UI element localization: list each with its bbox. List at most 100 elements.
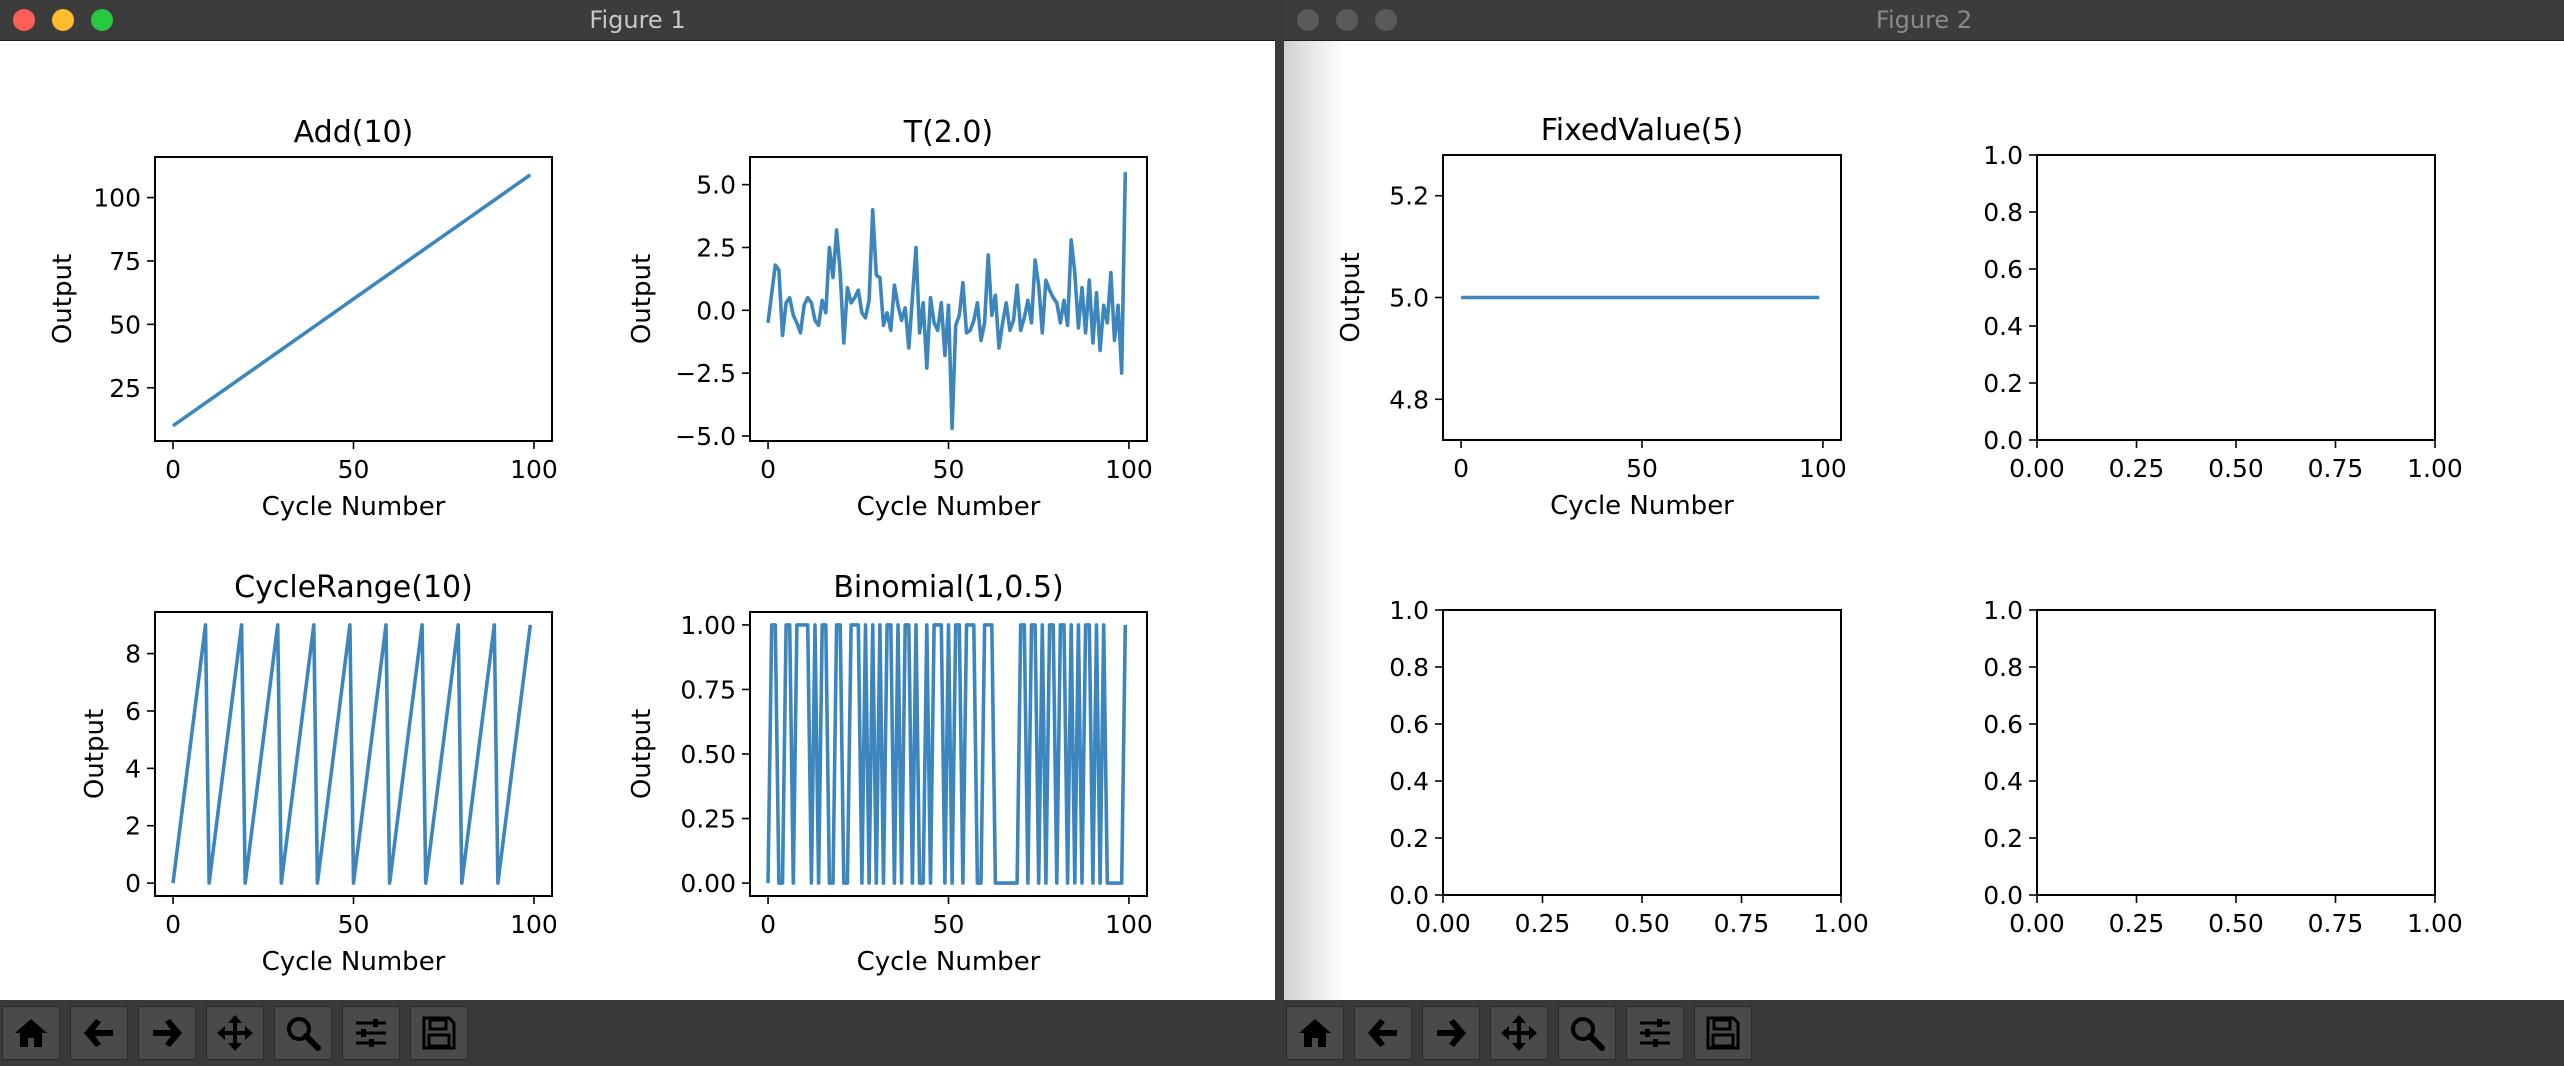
y-tick-label: 0.0 bbox=[696, 296, 736, 325]
x-tick-label: 50 bbox=[933, 455, 965, 484]
minimize-window-button[interactable] bbox=[1336, 9, 1358, 31]
save-icon bbox=[422, 1016, 456, 1050]
x-tick-label: 50 bbox=[1626, 454, 1658, 483]
y-axis-label: Output bbox=[80, 709, 110, 799]
y-tick-label: 50 bbox=[109, 310, 141, 339]
y-tick-label: 0.6 bbox=[1983, 255, 2023, 284]
y-axis-label: Output bbox=[48, 254, 78, 344]
x-tick-label: 0.00 bbox=[1415, 909, 1471, 938]
titlebar[interactable]: Figure 1 bbox=[0, 0, 1275, 41]
figure-2-window: Figure 2 0 50 100 4.8 5.0 5.2 FixedValue(5) Cyc… bbox=[1284, 0, 2564, 1066]
x-tick-label: 0.00 bbox=[2009, 909, 2065, 938]
forward-button[interactable] bbox=[1422, 1006, 1480, 1060]
y-tick-label: 5.2 bbox=[1389, 182, 1429, 211]
y-tick-label: 0 bbox=[125, 869, 141, 898]
y-tick-label: 1.0 bbox=[1389, 596, 1429, 625]
x-axis-label: Cycle Number bbox=[262, 492, 446, 522]
subplot-title: T(2.0) bbox=[903, 115, 993, 150]
y-tick-label: 0.2 bbox=[1389, 824, 1429, 853]
back-button[interactable] bbox=[70, 1006, 128, 1060]
y-tick-label: 0.50 bbox=[680, 740, 736, 769]
y-tick-label: 4 bbox=[125, 754, 141, 783]
y-tick-label: 0.8 bbox=[1983, 653, 2023, 682]
y-tick-label: 75 bbox=[109, 247, 141, 276]
subplot-2: 0 50 100 −5.0 −2.5 0.0 2.5 5.0 T(2.0) Cycle Numbe… bbox=[627, 115, 1153, 522]
y-tick-label: 0.25 bbox=[680, 805, 736, 834]
x-tick-label: 0.75 bbox=[2308, 909, 2364, 938]
x-tick-label: 0 bbox=[165, 910, 181, 939]
configure-subplots-button[interactable] bbox=[342, 1006, 400, 1060]
y-tick-label: 0.75 bbox=[680, 675, 736, 704]
y-tick-label: 0.2 bbox=[1983, 369, 2023, 398]
x-tick-label: 100 bbox=[510, 910, 558, 939]
figure-canvas[interactable]: 0 50 100 4.8 5.0 5.2 FixedValue(5) Cycle Number… bbox=[1284, 41, 2564, 1000]
pan-icon bbox=[217, 1015, 253, 1051]
save-icon bbox=[1706, 1016, 1740, 1050]
forward-arrow-icon bbox=[153, 1019, 182, 1047]
x-tick-label: 0 bbox=[165, 455, 181, 484]
y-axis-label: Output bbox=[627, 254, 657, 344]
zoom-button[interactable] bbox=[274, 1006, 332, 1060]
close-window-button[interactable] bbox=[1297, 9, 1319, 31]
series-line bbox=[766, 172, 1128, 431]
home-button[interactable] bbox=[1286, 1006, 1344, 1060]
y-axis-label: Output bbox=[627, 709, 657, 799]
window-title: Figure 2 bbox=[1875, 6, 1973, 34]
minimize-window-button[interactable] bbox=[52, 9, 74, 31]
figure-canvas[interactable]: 0 50 100 25 50 75 100 Add(10) Cycle Number Output… bbox=[0, 41, 1275, 1000]
configure-subplots-icon bbox=[356, 1019, 386, 1047]
subplot-6: 0.00 0.25 0.50 0.75 1.00 0.0 0.2 0.4 0.6 0.8 1.0 bbox=[1983, 141, 2463, 483]
y-tick-label: 0.8 bbox=[1983, 198, 2023, 227]
axes-frame bbox=[2036, 609, 2436, 896]
pan-button[interactable] bbox=[206, 1006, 264, 1060]
x-tick-label: 0.00 bbox=[2009, 454, 2065, 483]
series-line bbox=[171, 623, 533, 885]
y-tick-label: 25 bbox=[109, 374, 141, 403]
x-axis-label: Cycle Number bbox=[857, 492, 1041, 522]
home-icon bbox=[15, 1019, 47, 1047]
save-button[interactable] bbox=[410, 1006, 468, 1060]
home-button[interactable] bbox=[2, 1006, 60, 1060]
x-tick-label: 1.00 bbox=[1813, 909, 1869, 938]
x-tick-label: 100 bbox=[510, 455, 558, 484]
y-tick-label: −5.0 bbox=[675, 422, 736, 451]
close-window-button[interactable] bbox=[13, 9, 35, 31]
forward-button[interactable] bbox=[138, 1006, 196, 1060]
save-button[interactable] bbox=[1694, 1006, 1752, 1060]
y-tick-label: 0.4 bbox=[1389, 767, 1429, 796]
x-tick-label: 0.75 bbox=[2308, 454, 2364, 483]
y-tick-label: 6 bbox=[125, 697, 141, 726]
series-line bbox=[171, 173, 532, 428]
figure-1-window: Figure 1 0 50 100 25 50 75 100 Add(10) Cycle Num… bbox=[0, 0, 1275, 1066]
y-tick-label: 2.5 bbox=[696, 233, 736, 262]
maximize-window-button[interactable] bbox=[1375, 9, 1397, 31]
y-tick-label: 2 bbox=[125, 812, 141, 841]
pan-button[interactable] bbox=[1490, 1006, 1548, 1060]
configure-subplots-button[interactable] bbox=[1626, 1006, 1684, 1060]
y-tick-label: 0.0 bbox=[1389, 881, 1429, 910]
y-tick-label: 0.4 bbox=[1983, 767, 2023, 796]
y-tick-label: 0.2 bbox=[1983, 824, 2023, 853]
x-tick-label: 0 bbox=[760, 455, 776, 484]
back-button[interactable] bbox=[1354, 1006, 1412, 1060]
y-tick-label: 8 bbox=[125, 640, 141, 669]
subplot-title: FixedValue(5) bbox=[1541, 113, 1744, 148]
axes-frame bbox=[2036, 154, 2436, 441]
subplot-title: Add(10) bbox=[294, 115, 414, 150]
y-tick-label: 0.0 bbox=[1983, 881, 2023, 910]
x-tick-label: 50 bbox=[338, 910, 370, 939]
subplot-7: 0.00 0.25 0.50 0.75 1.00 0.0 0.2 0.4 0.6 0.8 1.0 bbox=[1389, 596, 1869, 938]
window-separator bbox=[1275, 0, 1284, 1066]
zoom-button[interactable] bbox=[1558, 1006, 1616, 1060]
series-line bbox=[766, 623, 1128, 885]
figure-1-plots: 0 50 100 25 50 75 100 Add(10) Cycle Number Output… bbox=[48, 115, 1153, 977]
y-tick-label: 100 bbox=[93, 184, 141, 213]
y-tick-label: −2.5 bbox=[675, 359, 736, 388]
x-tick-label: 0.75 bbox=[1714, 909, 1770, 938]
y-tick-label: 1.0 bbox=[1983, 596, 2023, 625]
titlebar[interactable]: Figure 2 bbox=[1284, 0, 2564, 41]
x-tick-label: 0.50 bbox=[2208, 909, 2264, 938]
navigation-toolbar bbox=[1284, 1000, 2564, 1066]
subplot-1: 0 50 100 25 50 75 100 Add(10) Cycle Number Output bbox=[48, 115, 558, 522]
maximize-window-button[interactable] bbox=[91, 9, 113, 31]
